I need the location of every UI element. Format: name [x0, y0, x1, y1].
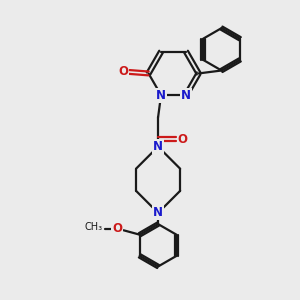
Text: O: O: [178, 133, 188, 146]
Text: N: N: [153, 206, 163, 219]
Text: O: O: [112, 222, 122, 235]
Text: N: N: [181, 88, 191, 102]
Text: N: N: [156, 88, 166, 102]
Text: N: N: [153, 140, 163, 153]
Text: CH₃: CH₃: [84, 222, 102, 232]
Text: O: O: [118, 65, 128, 79]
